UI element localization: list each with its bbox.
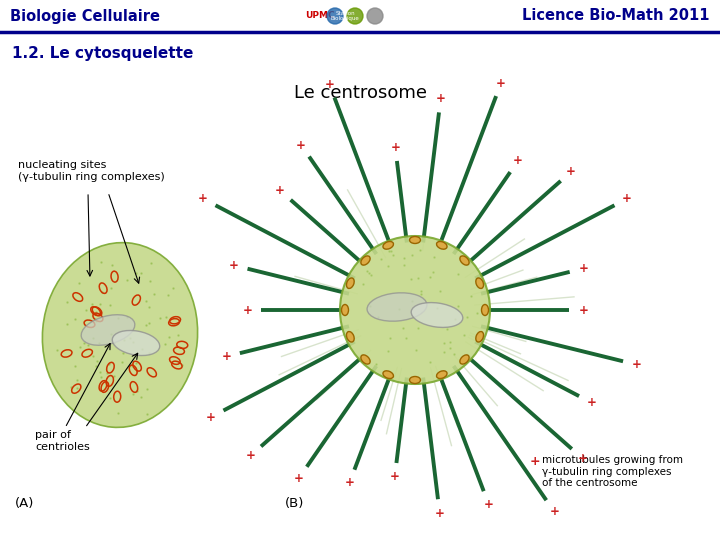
Text: +: + [577, 451, 588, 465]
Text: pair of
centrioles: pair of centrioles [35, 430, 90, 451]
Ellipse shape [346, 278, 354, 288]
Ellipse shape [410, 237, 420, 244]
Text: +: + [578, 262, 588, 275]
Ellipse shape [361, 355, 370, 364]
Text: Le centrosome: Le centrosome [294, 84, 426, 102]
Text: +: + [390, 140, 400, 153]
Text: +: + [275, 184, 285, 197]
Ellipse shape [112, 330, 160, 355]
Ellipse shape [383, 371, 393, 379]
Text: (B): (B) [285, 497, 305, 510]
Text: +: + [587, 396, 596, 409]
Text: +: + [579, 303, 588, 316]
Text: Biologie Cellulaire: Biologie Cellulaire [10, 9, 160, 24]
Text: +: + [243, 303, 252, 316]
Text: +: + [229, 259, 239, 272]
Text: +: + [513, 154, 523, 167]
Text: +: + [549, 505, 559, 518]
Text: +: + [325, 78, 334, 91]
Ellipse shape [361, 256, 370, 265]
Text: +: + [390, 470, 400, 483]
Ellipse shape [411, 302, 463, 327]
Text: Station
Biologique: Station Biologique [330, 11, 359, 22]
Text: UPMC: UPMC [305, 11, 335, 21]
Text: 1.2. Le cytosquelette: 1.2. Le cytosquelette [12, 46, 194, 61]
Ellipse shape [340, 236, 490, 384]
Ellipse shape [436, 241, 447, 249]
Ellipse shape [410, 376, 420, 383]
Ellipse shape [81, 315, 135, 345]
Ellipse shape [383, 241, 393, 249]
Text: +: + [496, 77, 506, 90]
Circle shape [367, 8, 383, 24]
Bar [0, 0, 720, 32]
Text: microtubules growing from
γ-tubulin ring complexes
of the centrosome: microtubules growing from γ-tubulin ring… [542, 455, 683, 488]
Ellipse shape [367, 293, 427, 321]
Text: +: + [631, 358, 642, 371]
Ellipse shape [482, 305, 488, 315]
Ellipse shape [346, 332, 354, 342]
Text: +: + [296, 139, 306, 152]
Circle shape [327, 8, 343, 24]
Ellipse shape [460, 355, 469, 364]
Circle shape [347, 8, 363, 24]
Text: +: + [622, 192, 632, 205]
Ellipse shape [436, 371, 447, 379]
Text: +: + [198, 192, 208, 205]
Text: +: + [436, 92, 446, 105]
Text: +: + [294, 472, 304, 485]
Text: nucleating sites
(γ-tubulin ring complexes): nucleating sites (γ-tubulin ring complex… [18, 160, 165, 181]
Ellipse shape [341, 305, 348, 315]
Text: +: + [484, 498, 494, 511]
Text: +: + [246, 449, 256, 462]
Ellipse shape [460, 256, 469, 265]
Text: +: + [530, 455, 541, 468]
Text: +: + [566, 165, 576, 178]
Ellipse shape [476, 278, 484, 288]
Text: +: + [206, 410, 216, 423]
Text: +: + [345, 476, 354, 489]
Text: +: + [435, 507, 444, 519]
Text: (A): (A) [15, 497, 35, 510]
Ellipse shape [42, 242, 197, 427]
Text: Licence Bio-Math 2011: Licence Bio-Math 2011 [523, 9, 710, 24]
Text: +: + [221, 350, 231, 363]
Ellipse shape [476, 332, 484, 342]
